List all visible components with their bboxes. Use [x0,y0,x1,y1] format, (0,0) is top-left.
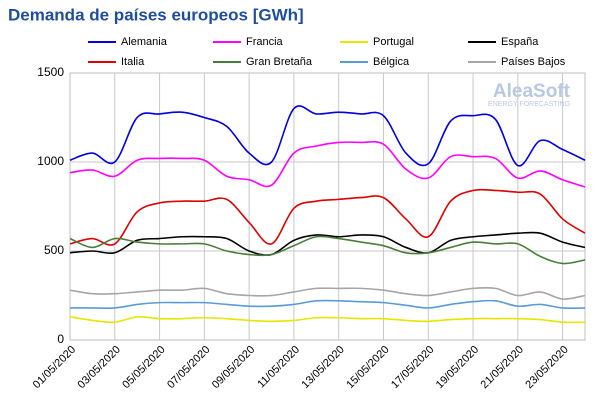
legend-label: Alemania [121,36,168,48]
watermark: ENERGY FORECASTING [488,101,570,108]
x-tick-label: 05/05/2020 [120,344,167,391]
line-series [69,235,586,265]
line-series [69,231,586,256]
line-series [69,140,586,188]
line-series [69,315,586,324]
x-tick-label: 15/05/2020 [344,344,391,391]
x-tick-label: 01/05/2020 [31,344,78,391]
x-tick-label: 13/05/2020 [299,344,346,391]
line-series [70,299,586,310]
legend-label: Bélgica [373,56,410,68]
x-tick-label: 17/05/2020 [389,344,436,391]
x-tick-label: 23/05/2020 [523,344,570,391]
legend-label: Gran Bretaña [246,56,313,68]
y-tick-label: 500 [44,243,64,257]
x-tick-label: 19/05/2020 [434,344,481,391]
x-tick-label: 11/05/2020 [255,344,302,391]
y-tick-label: 1000 [37,154,64,168]
line-series [69,286,586,300]
chart-title: Demanda de países europeos [GWh] [8,5,304,24]
legend-label: Francia [246,36,284,48]
x-tick-label: 07/05/2020 [165,344,212,391]
x-tick-label: 03/05/2020 [76,344,123,391]
y-tick-label: 1500 [37,65,64,79]
legend-label: Italia [121,56,145,68]
watermark: AleaSoft [493,81,571,102]
x-tick-label: 21/05/2020 [479,344,526,391]
y-tick-label: 0 [57,332,64,346]
line-series [69,188,586,246]
plot-frame [69,72,586,341]
legend-label: Países Bajos [501,56,566,68]
legend-label: España [501,36,539,48]
legend-label: Portugal [373,36,414,48]
line-series [69,105,586,167]
x-tick-label: 09/05/2020 [210,344,257,391]
